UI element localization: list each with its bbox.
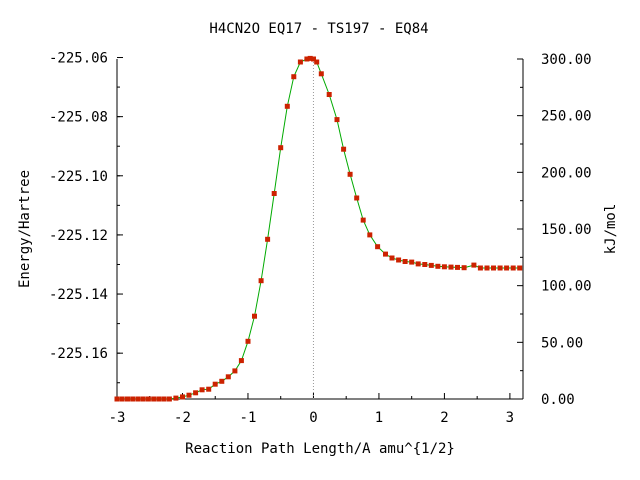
data-point bbox=[130, 396, 136, 402]
data-point bbox=[341, 146, 347, 152]
data-point bbox=[354, 195, 360, 201]
data-point bbox=[326, 92, 332, 97]
x-tick-label: -3 bbox=[109, 410, 126, 426]
data-point bbox=[161, 396, 167, 402]
data-point bbox=[284, 103, 290, 109]
data-point bbox=[252, 313, 257, 319]
data-point bbox=[471, 262, 477, 268]
data-point bbox=[314, 59, 320, 65]
y-tick-label: -225.14 bbox=[49, 287, 108, 303]
data-point bbox=[484, 265, 490, 271]
data-point bbox=[125, 396, 130, 402]
data-point bbox=[199, 387, 205, 393]
data-point bbox=[510, 265, 516, 271]
x-tick-label: 3 bbox=[506, 410, 514, 426]
data-point bbox=[225, 374, 231, 380]
x-tick-label: 1 bbox=[375, 410, 383, 426]
data-point bbox=[360, 217, 366, 223]
data-point bbox=[409, 259, 415, 265]
y2-tick-label: 150.00 bbox=[541, 222, 592, 238]
x-tick-label: 0 bbox=[309, 410, 317, 426]
y-tick-label: -225.08 bbox=[49, 110, 108, 126]
plot-area: -3 -2 -1 0 1 2 3 -225.06 -225.08 -225.10 -225.12 -2… bbox=[49, 51, 592, 426]
chart-title: H4CN2O EQ17 - TS197 - EQ84 bbox=[209, 21, 428, 37]
data-point bbox=[173, 395, 179, 401]
data-point bbox=[307, 55, 313, 61]
data-point bbox=[461, 265, 467, 271]
data-point bbox=[347, 171, 353, 177]
data-point bbox=[206, 386, 212, 392]
data-point bbox=[140, 396, 146, 402]
data-point bbox=[219, 378, 225, 384]
series-line bbox=[117, 57, 520, 400]
y-tick-label: -225.10 bbox=[49, 169, 108, 185]
data-point bbox=[422, 262, 428, 267]
data-point bbox=[517, 265, 523, 271]
data-point bbox=[297, 59, 303, 65]
data-point bbox=[166, 396, 172, 402]
y-axis-label: Energy/Hartree bbox=[17, 170, 33, 288]
y2-tick-label: 200.00 bbox=[541, 165, 592, 181]
data-point bbox=[477, 265, 483, 271]
data-point bbox=[114, 396, 120, 402]
data-point bbox=[145, 396, 151, 402]
data-point bbox=[504, 265, 510, 271]
data-point bbox=[497, 265, 503, 271]
data-point bbox=[156, 396, 162, 402]
y2-tick-label: 100.00 bbox=[541, 279, 592, 295]
x-tick-label: -1 bbox=[240, 410, 257, 426]
data-point bbox=[435, 263, 441, 269]
data-point bbox=[441, 264, 447, 270]
x-tick-label: -2 bbox=[174, 410, 191, 426]
data-point bbox=[119, 396, 125, 402]
y2-tick-label: 0.00 bbox=[541, 392, 575, 408]
data-point bbox=[318, 71, 324, 77]
data-point bbox=[186, 392, 192, 398]
data-point bbox=[334, 117, 340, 123]
y-tick-label: -225.06 bbox=[49, 51, 108, 67]
data-point bbox=[375, 244, 381, 250]
data-point bbox=[278, 145, 284, 151]
data-point bbox=[455, 264, 460, 270]
data-point bbox=[311, 56, 316, 62]
data-point bbox=[151, 396, 157, 402]
data-point bbox=[383, 251, 388, 257]
data-point bbox=[415, 261, 421, 267]
data-point bbox=[448, 264, 454, 270]
data-point bbox=[367, 232, 373, 238]
y2-tick-label: 50.00 bbox=[541, 335, 583, 351]
y-tick-label: -225.12 bbox=[49, 228, 108, 244]
data-point bbox=[271, 191, 277, 196]
data-point bbox=[304, 56, 310, 62]
data-point bbox=[232, 368, 238, 374]
data-point bbox=[212, 381, 218, 387]
data-point bbox=[396, 257, 402, 263]
x-tick-label: 2 bbox=[440, 410, 448, 426]
y2-tick-label: 250.00 bbox=[541, 109, 592, 125]
data-point bbox=[193, 390, 199, 396]
data-point bbox=[389, 255, 395, 261]
data-point bbox=[245, 338, 251, 344]
data-point bbox=[491, 265, 496, 271]
data-point bbox=[402, 259, 408, 264]
data-point bbox=[180, 394, 185, 400]
x-axis-label: Reaction Path Length/A amu^{1/2} bbox=[185, 441, 455, 457]
data-point bbox=[258, 278, 264, 284]
y2-axis-label: kJ/mol bbox=[603, 204, 619, 255]
data-point bbox=[265, 236, 271, 242]
data-point bbox=[428, 262, 434, 268]
y2-tick-label: 300.00 bbox=[541, 52, 592, 68]
data-point bbox=[291, 74, 297, 80]
y-tick-label: -225.16 bbox=[49, 346, 108, 362]
data-point bbox=[238, 358, 244, 364]
data-point bbox=[135, 396, 141, 402]
